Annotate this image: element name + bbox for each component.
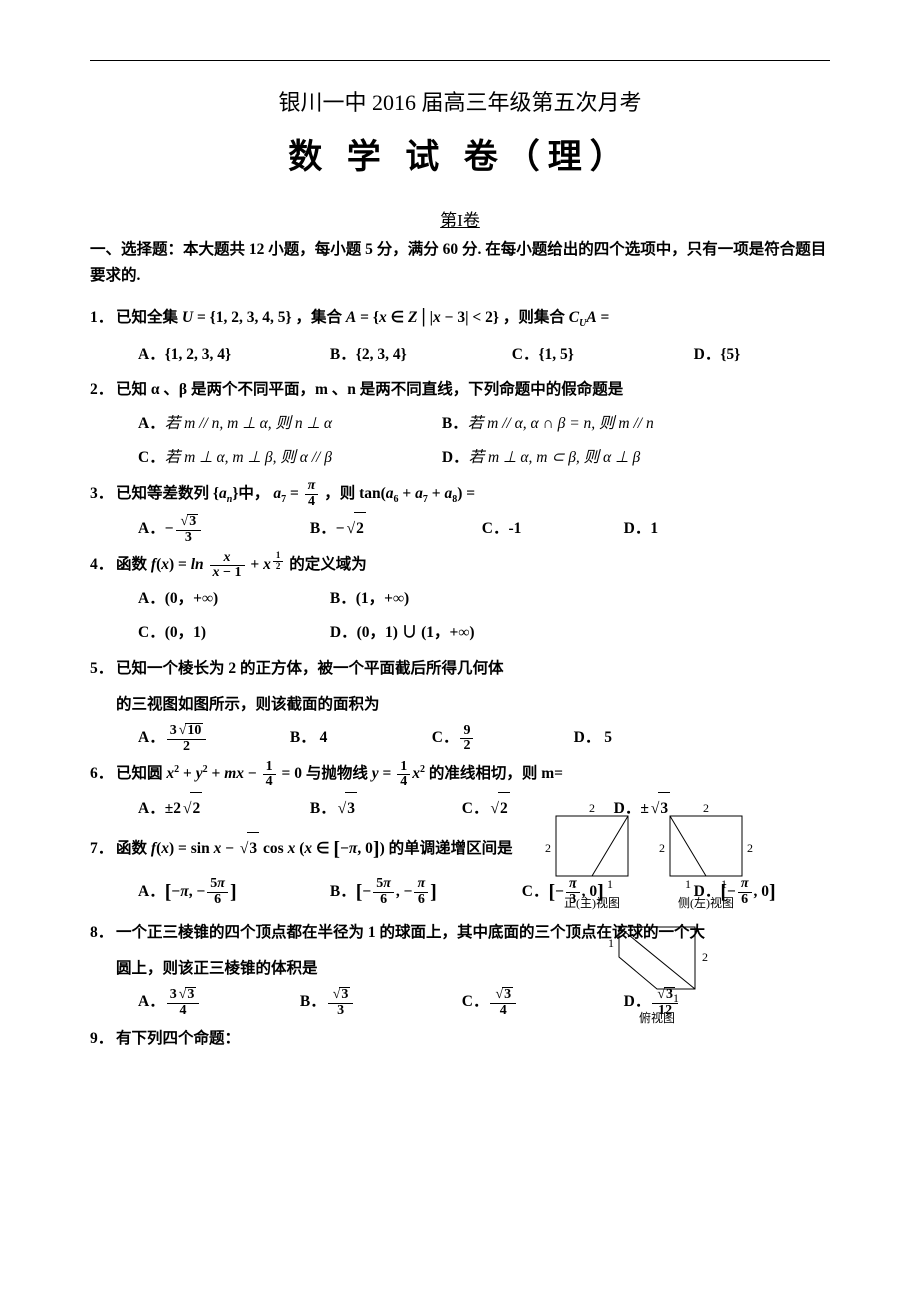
front-view-caption: 正(主)视图 bbox=[564, 894, 620, 911]
three-view-figure: 2 2 1 1 正(主)视图 2 2 2 bbox=[542, 802, 772, 1026]
q3-opt-b: B．−2 bbox=[310, 512, 440, 545]
q1-text-b: ，集合 bbox=[296, 309, 343, 326]
q7-opt-b: B．[−5π6, −π6] bbox=[330, 872, 480, 913]
q5-options: A．3102 B． 4 C．92 D． 5 bbox=[90, 722, 830, 754]
q4-text-b: 的定义域为 bbox=[289, 556, 367, 573]
question-2: 2．已知 α 、β 是两个不同平面，m 、n 是两不同直线，下列命题中的假命题是 bbox=[90, 374, 830, 406]
q1-opt-c: C．{1, 5} bbox=[512, 339, 652, 371]
q1-math-a: A bbox=[346, 309, 356, 326]
question-6: 6．已知圆 x2 + y2 + mx − 14 = 0 与抛物线 y = 14x… bbox=[90, 758, 830, 790]
q3-opt-c: C．-1 bbox=[482, 513, 582, 545]
q2-text: 已知 α 、β 是两个不同平面，m 、n 是两不同直线，下列命题中的假命题是 bbox=[116, 381, 623, 398]
q9-text: 有下列四个命题： bbox=[116, 1030, 240, 1047]
q1-text-c: ，则集合 bbox=[503, 309, 565, 326]
dim-br: 1 bbox=[607, 877, 613, 891]
q6-opt-b: B．3 bbox=[310, 792, 420, 825]
section-a-title: 一、选择题：本大题共 12 小题，每小题 5 分，满分 60 分. 在每小题给出… bbox=[90, 237, 830, 290]
dim-right: 2 bbox=[702, 950, 708, 964]
q8-opt-b: B．33 bbox=[300, 986, 420, 1018]
top-view-svg: 1 2 1 bbox=[597, 917, 717, 1007]
q2-opt-d: D．若 m ⊥ α, m ⊂ β, 则 α ⊥ β bbox=[442, 442, 742, 474]
q3-opt-a: A．−33 bbox=[138, 513, 268, 545]
content: 第I卷 一、选择题：本大题共 12 小题，每小题 5 分，满分 60 分. 在每… bbox=[90, 206, 830, 1054]
q1-opt-d: D．{5} bbox=[694, 339, 741, 371]
q1-text-a: 已知全集 bbox=[116, 309, 178, 326]
q7-text-a: 函数 bbox=[116, 840, 147, 857]
q2-options-row1: A．若 m // n, m ⊥ α, 则 n ⊥ α B．若 m // α, α… bbox=[90, 408, 830, 440]
dim-top: 2 bbox=[589, 802, 595, 815]
q7-num: 7． bbox=[90, 833, 116, 865]
q2-opt-b: B．若 m // α, α ∩ β = n, 则 m // n bbox=[442, 408, 742, 440]
dim-br: 1 bbox=[721, 877, 727, 891]
question-5-line2: 的三视图如图所示，则该截面的面积为 bbox=[90, 689, 830, 721]
dim-top: 2 bbox=[703, 802, 709, 815]
exam-subtitle: 银川一中 2016 届高三年级第五次月考 bbox=[90, 85, 830, 117]
question-4: 4．函数 f(x) = ln xx − 1 + x12 的定义域为 bbox=[90, 549, 830, 581]
q3-options: A．−33 B．−2 C．-1 D．1 bbox=[90, 512, 830, 545]
q4-opt-d: D．(0，1) ∪ (1，+∞) bbox=[330, 617, 475, 649]
q3-text-c: ，则 bbox=[324, 485, 355, 502]
dim-bl: 1 bbox=[685, 877, 691, 891]
q9-num: 9． bbox=[90, 1023, 116, 1055]
dim-left: 1 bbox=[608, 936, 614, 950]
q4-opt-c: C．(0，1) bbox=[138, 617, 288, 649]
side-view-caption: 侧(左)视图 bbox=[678, 894, 734, 911]
front-view-svg: 2 2 1 1 bbox=[542, 802, 642, 892]
q5-opt-a: A．3102 bbox=[138, 722, 248, 754]
q3-opt-d: D．1 bbox=[624, 513, 658, 545]
q1-opt-a: A．{1, 2, 3, 4} bbox=[138, 339, 288, 371]
dim-bottom: 1 bbox=[673, 991, 679, 1005]
question-9: 9．有下列四个命题： bbox=[90, 1023, 830, 1055]
q7-text-b: 的单调递增区间是 bbox=[389, 840, 513, 857]
q6-text-c: 的准线相切，则 m= bbox=[429, 765, 563, 782]
side-view-box: 2 2 2 1 1 侧(左)视图 bbox=[656, 802, 756, 911]
q3-num: 3． bbox=[90, 478, 116, 510]
dim-right: 2 bbox=[747, 841, 753, 855]
q5-num: 5． bbox=[90, 653, 116, 685]
dim-left: 2 bbox=[545, 841, 551, 855]
q1-options: A．{1, 2, 3, 4} B．{2, 3, 4} C．{1, 5} D．{5… bbox=[90, 339, 830, 371]
question-3: 3．已知等差数列 {an}中， a7 = π4 ，则 tan(a6 + a7 +… bbox=[90, 478, 830, 511]
q3-text-a: 已知等差数列 bbox=[116, 485, 209, 502]
q2-opt-a: A．若 m // n, m ⊥ α, 则 n ⊥ α bbox=[138, 408, 438, 440]
question-5-line1: 5．已知一个棱长为 2 的正方体，被一个平面截后所得几何体 bbox=[90, 653, 830, 685]
figure-row-1: 2 2 1 1 正(主)视图 2 2 2 bbox=[542, 802, 772, 911]
front-view-box: 2 2 1 1 正(主)视图 bbox=[542, 802, 642, 911]
page: 银川一中 2016 届高三年级第五次月考 数 学 试 卷（理） 第I卷 一、选择… bbox=[0, 0, 920, 1302]
q1-math-u: U bbox=[182, 309, 193, 326]
top-view-caption: 俯视图 bbox=[639, 1009, 675, 1026]
q6-num: 6． bbox=[90, 758, 116, 790]
volume-label: 第I卷 bbox=[90, 206, 830, 231]
dim-left: 2 bbox=[659, 841, 665, 855]
q4-opt-a: A．(0，+∞) bbox=[138, 583, 288, 615]
q4-opt-b: B．(1，+∞) bbox=[330, 583, 409, 615]
q4-text-a: 函数 bbox=[116, 556, 147, 573]
q5-opt-c: C．92 bbox=[432, 722, 532, 754]
q4-num: 4． bbox=[90, 549, 116, 581]
q5-opt-d: D． 5 bbox=[574, 722, 612, 754]
q8-num: 8． bbox=[90, 917, 116, 949]
top-view-box: 1 2 1 俯视图 bbox=[597, 917, 717, 1026]
top-rule bbox=[90, 60, 830, 61]
q7-opt-a: A．[−π, −5π6] bbox=[138, 872, 288, 913]
q5-opt-b: B． 4 bbox=[290, 722, 390, 754]
dim-bl: 1 bbox=[571, 877, 577, 891]
q6-text-b: 与抛物线 bbox=[306, 765, 368, 782]
q8-opt-a: A．334 bbox=[138, 986, 258, 1018]
q5-l1: 已知一个棱长为 2 的正方体，被一个平面截后所得几何体 bbox=[116, 660, 504, 677]
q6-text-a: 已知圆 bbox=[116, 765, 163, 782]
q2-num: 2． bbox=[90, 374, 116, 406]
q1-num: 1． bbox=[90, 302, 116, 334]
q2-options-row2: C．若 m ⊥ α, m ⊥ β, 则 α // β D．若 m ⊥ α, m … bbox=[90, 442, 830, 474]
q4-options-row2: C．(0，1) D．(0，1) ∪ (1，+∞) bbox=[90, 617, 830, 649]
q2-opt-c: C．若 m ⊥ α, m ⊥ β, 则 α // β bbox=[138, 442, 438, 474]
question-1: 1．已知全集 U = {1, 2, 3, 4, 5} ，集合 A = {x ∈ … bbox=[90, 296, 830, 337]
q3-text-b: 中， bbox=[238, 485, 269, 502]
side-view-svg: 2 2 2 1 1 bbox=[656, 802, 756, 892]
q6-opt-a: A．±22 bbox=[138, 792, 268, 825]
q4-options-row1: A．(0，+∞) B．(1，+∞) bbox=[90, 583, 830, 615]
exam-title: 数 学 试 卷（理） bbox=[90, 129, 830, 178]
q1-opt-b: B．{2, 3, 4} bbox=[330, 339, 470, 371]
